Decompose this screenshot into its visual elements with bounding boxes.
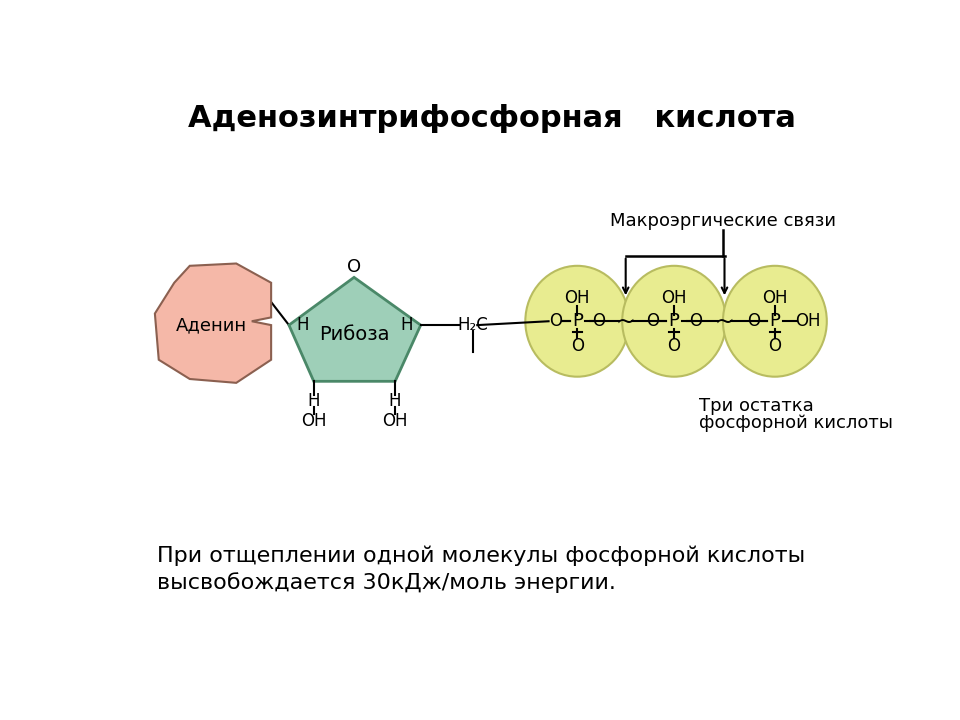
Text: OH: OH xyxy=(382,413,408,431)
Text: Аденин: Аденин xyxy=(176,316,247,334)
Text: P: P xyxy=(572,312,583,330)
Text: Рибоза: Рибоза xyxy=(319,325,390,344)
Text: OH: OH xyxy=(661,289,686,307)
Text: H: H xyxy=(389,392,401,410)
Text: H: H xyxy=(400,316,413,334)
Text: O: O xyxy=(592,312,606,330)
Text: OH: OH xyxy=(762,289,787,307)
Text: При отщеплении одной молекулы фосфорной кислоты: При отщеплении одной молекулы фосфорной … xyxy=(157,546,805,567)
Text: O: O xyxy=(646,312,659,330)
Text: H: H xyxy=(307,392,320,410)
Text: O: O xyxy=(571,337,584,355)
Text: O: O xyxy=(549,312,562,330)
Text: OH: OH xyxy=(564,289,590,307)
Text: Три остатка: Три остатка xyxy=(699,397,814,415)
Text: O: O xyxy=(689,312,703,330)
Polygon shape xyxy=(155,264,271,383)
Text: Макроэргические связи: Макроэргические связи xyxy=(610,212,836,230)
Text: ~: ~ xyxy=(714,310,734,333)
Text: O: O xyxy=(347,258,361,276)
Text: H: H xyxy=(297,316,309,334)
Text: O: O xyxy=(747,312,759,330)
Text: OH: OH xyxy=(301,413,326,431)
Text: P: P xyxy=(669,312,680,330)
Text: ~: ~ xyxy=(615,310,636,333)
Text: P: P xyxy=(769,312,780,330)
Polygon shape xyxy=(289,277,420,382)
Text: высвобождается 30кДж/моль энергии.: высвобождается 30кДж/моль энергии. xyxy=(157,572,616,593)
Text: фосфорной кислоты: фосфорной кислоты xyxy=(699,414,894,432)
Text: O: O xyxy=(667,337,681,355)
Text: O: O xyxy=(768,337,781,355)
Ellipse shape xyxy=(723,266,827,377)
Ellipse shape xyxy=(525,266,629,377)
Ellipse shape xyxy=(622,266,726,377)
Text: H₂C: H₂C xyxy=(457,316,488,334)
Text: OH: OH xyxy=(795,312,820,330)
Text: Аденозинтрифосфорная   кислота: Аденозинтрифосфорная кислота xyxy=(188,104,796,133)
